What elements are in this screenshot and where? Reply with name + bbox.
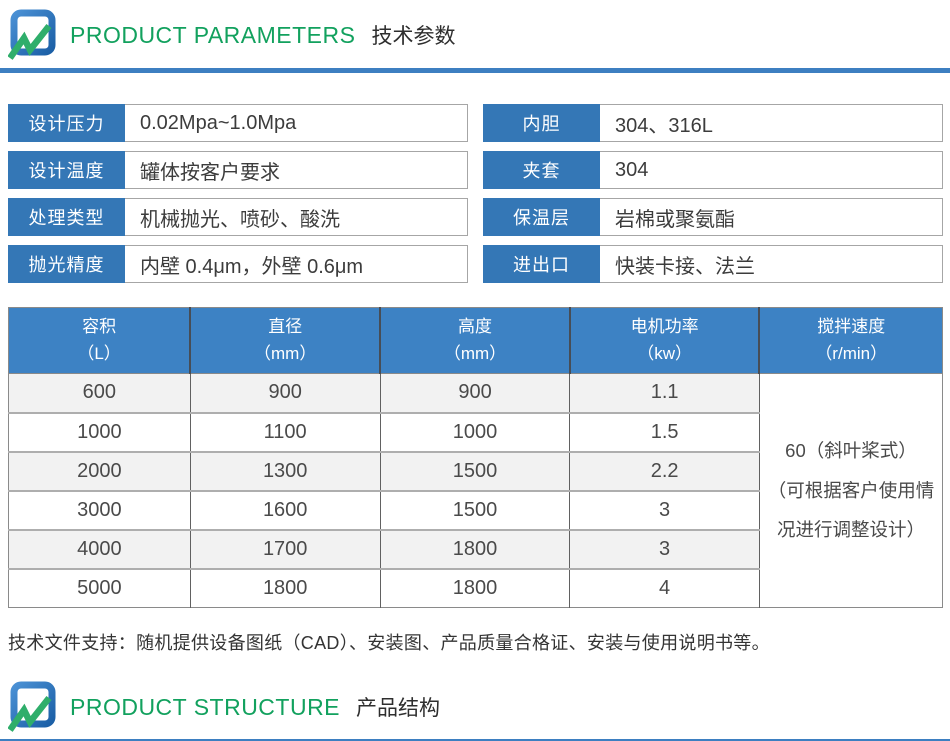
spec-label: 设计压力 [8, 104, 125, 142]
table-row: 1000 1100 1000 1.5 [8, 411, 943, 452]
stir-speed-note-cell: 60（斜叶桨式） （可根据客户使用情 况进行调整设计） [758, 373, 943, 608]
spec-value: 0.02Mpa~1.0Mpa [125, 104, 468, 142]
table-cell: 600 [8, 373, 191, 413]
table-row: 5000 1800 1800 4 [8, 567, 943, 608]
section-divider-rule [0, 68, 950, 73]
column-header-stir-speed: 搅拌速度 （r/min） [758, 307, 943, 374]
spec-value: 304 [600, 151, 943, 189]
section-title-zh: 产品结构 [356, 697, 441, 720]
table-cell: 2000 [8, 450, 191, 491]
table-row: 4000 1700 1800 3 [8, 528, 943, 569]
spec-item-jacket: 夹套 304 [483, 151, 943, 189]
spec-item-design-pressure: 设计压力 0.02Mpa~1.0Mpa [8, 104, 468, 142]
column-header-name: 直径 [268, 317, 303, 337]
brand-logo-icon [8, 681, 56, 732]
table-cell: 1000 [8, 411, 191, 452]
section-divider-rule [0, 739, 950, 741]
table-cell: 1800 [189, 567, 381, 608]
spec-item-inner-tank: 内胆 304、316L [483, 104, 943, 142]
column-header-unit: （r/min） [815, 343, 888, 363]
table-cell: 4 [569, 567, 760, 608]
table-cell: 4000 [8, 528, 191, 569]
table-cell: 900 [189, 373, 381, 413]
spec-item-treatment-type: 处理类型 机械抛光、喷砂、酸洗 [8, 198, 468, 236]
spec-value: 罐体按客户要求 [125, 151, 468, 189]
spec-value: 内壁 0.4μm，外壁 0.6μm [125, 245, 468, 283]
spec-item-design-temperature: 设计温度 罐体按客户要求 [8, 151, 468, 189]
column-header-name: 电机功率 [630, 317, 699, 337]
spec-value: 304、316L [600, 104, 943, 142]
brand-logo-icon [8, 9, 56, 60]
spec-label: 夹套 [483, 151, 600, 189]
column-header-name: 容积 [82, 317, 117, 337]
spec-label: 抛光精度 [8, 245, 125, 283]
table-cell: 3000 [8, 489, 191, 530]
spec-label: 处理类型 [8, 198, 125, 236]
table-header-row: 容积 （L） 直径 （mm） 高度 （mm） 电机功率 （kw） 搅拌速度 （r/min） [8, 307, 943, 374]
table-row: 600 900 900 1.1 60（斜叶桨式） （可根据客户使用情 况进行调整… [8, 373, 943, 608]
column-header-unit: （kw） [637, 343, 692, 363]
table-cell: 3 [569, 489, 760, 530]
column-header-name: 搅拌速度 [817, 317, 886, 337]
spec-label: 进出口 [483, 245, 600, 283]
table-cell: 5000 [8, 567, 191, 608]
spec-label: 设计温度 [8, 151, 125, 189]
section-title-en: PRODUCT STRUCTURE [70, 693, 341, 720]
spec-label: 保温层 [483, 198, 600, 236]
spec-item-insulation-layer: 保温层 岩棉或聚氨酯 [483, 198, 943, 236]
table-cell: 1600 [189, 489, 381, 530]
table-cell: 1300 [189, 450, 381, 491]
column-header-motor-power: 电机功率 （kw） [568, 307, 760, 374]
column-header-name: 高度 [458, 317, 493, 337]
structure-section-header: PRODUCT STRUCTURE 产品结构 [0, 680, 950, 734]
table-row: 2000 1300 1500 2.2 [8, 450, 943, 491]
spec-value: 机械抛光、喷砂、酸洗 [125, 198, 468, 236]
column-header-diameter: 直径 （mm） [189, 307, 381, 374]
table-cell: 1700 [189, 528, 381, 569]
dimensions-table-wrap: 容积 （L） 直径 （mm） 高度 （mm） 电机功率 （kw） 搅拌速度 （r/min）… [8, 307, 943, 608]
column-header-unit: （L） [77, 343, 121, 363]
spec-grid: 设计压力 0.02Mpa~1.0Mpa 内胆 304、316L 设计温度 罐体按… [8, 104, 943, 283]
section-title-zh: 技术参数 [371, 25, 456, 48]
spec-item-polishing-precision: 抛光精度 内壁 0.4μm，外壁 0.6μm [8, 245, 468, 283]
table-cell: 1000 [379, 411, 570, 452]
table-cell: 1500 [379, 489, 570, 530]
section-title-en: PRODUCT PARAMETERS [70, 21, 356, 48]
table-cell: 1.1 [569, 373, 760, 413]
table-cell: 3 [569, 528, 760, 569]
column-header-height: 高度 （mm） [379, 307, 570, 374]
table-cell: 1500 [379, 450, 570, 491]
column-header-volume: 容积 （L） [8, 307, 191, 374]
spec-item-inlet-outlet: 进出口 快装卡接、法兰 [483, 245, 943, 283]
spec-value: 岩棉或聚氨酯 [600, 198, 943, 236]
table-cell: 1800 [379, 528, 570, 569]
table-row: 3000 1600 1500 3 [8, 489, 943, 530]
table-cell: 900 [379, 373, 570, 413]
spec-label: 内胆 [483, 104, 600, 142]
table-cell: 1100 [189, 411, 381, 452]
dimensions-table: 容积 （L） 直径 （mm） 高度 （mm） 电机功率 （kw） 搅拌速度 （r/min）… [8, 307, 943, 608]
technical-documents-note: 技术文件支持：随机提供设备图纸（CAD）、安装图、产品质量合格证、安装与使用说明… [8, 633, 770, 653]
table-cell: 1800 [379, 567, 570, 608]
table-cell: 1.5 [569, 411, 760, 452]
column-header-unit: （mm） [254, 343, 317, 363]
table-cell: 2.2 [569, 450, 760, 491]
parameters-section-header: PRODUCT PARAMETERS 技术参数 [0, 8, 950, 62]
column-header-unit: （mm） [443, 343, 507, 363]
spec-value: 快装卡接、法兰 [600, 245, 943, 283]
